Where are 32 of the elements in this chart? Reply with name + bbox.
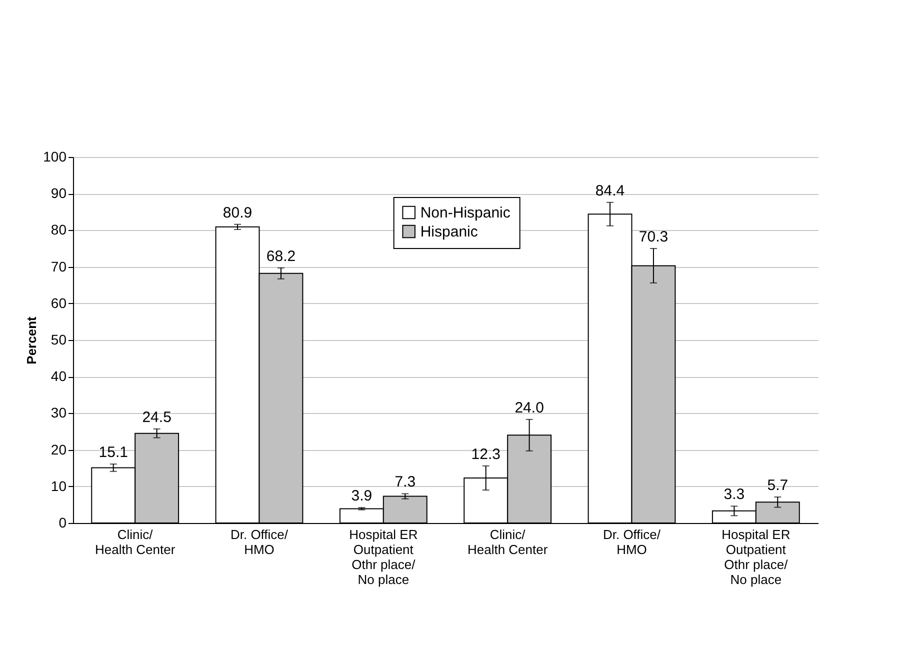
legend-label: Hispanic — [420, 224, 478, 240]
data-label: 7.3 — [394, 474, 416, 491]
y-tick-label: 40 — [50, 368, 67, 384]
x-tick-label: Dr. Office/ HMO — [230, 527, 288, 557]
y-tick-label: 30 — [50, 404, 67, 421]
data-label: 5.7 — [767, 477, 788, 494]
data-label: 3.3 — [724, 486, 745, 504]
data-label: 84.4 — [595, 182, 625, 200]
x-tick-label: Clinic/ Health Center — [467, 527, 548, 557]
data-label: 15.1 — [98, 444, 128, 462]
data-label: 3.9 — [351, 488, 372, 505]
data-label: 68.2 — [266, 248, 296, 265]
y-tick-label: 20 — [50, 441, 67, 458]
data-label: 24.0 — [514, 399, 544, 416]
y-tick-label: 90 — [50, 185, 67, 202]
data-label: 80.9 — [222, 204, 252, 222]
y-tick-label: 80 — [50, 222, 67, 238]
data-label: 24.5 — [142, 408, 172, 426]
y-axis-title: Percent — [24, 316, 40, 364]
x-tick-label: Dr. Office/ HMO — [602, 527, 661, 557]
data-label: 12.3 — [471, 446, 500, 463]
data-label: 70.3 — [638, 228, 668, 246]
y-tick-label: 10 — [50, 478, 67, 494]
y-tick-label: 0 — [58, 514, 67, 530]
x-tick-label: Hospital ER Outpatient Othr place/ No place — [349, 527, 418, 587]
y-tick-label: 70 — [50, 258, 67, 274]
y-tick-label: 100 — [43, 148, 67, 164]
y-tick-label: 60 — [50, 294, 67, 311]
x-tick-label: Clinic/ Health Center — [94, 527, 176, 557]
x-tick-label: Hospital ER Outpatient Othr place/ No place — [722, 527, 790, 587]
legend-label: Non-Hispanic — [420, 204, 511, 222]
y-tick-label: 50 — [50, 332, 67, 348]
